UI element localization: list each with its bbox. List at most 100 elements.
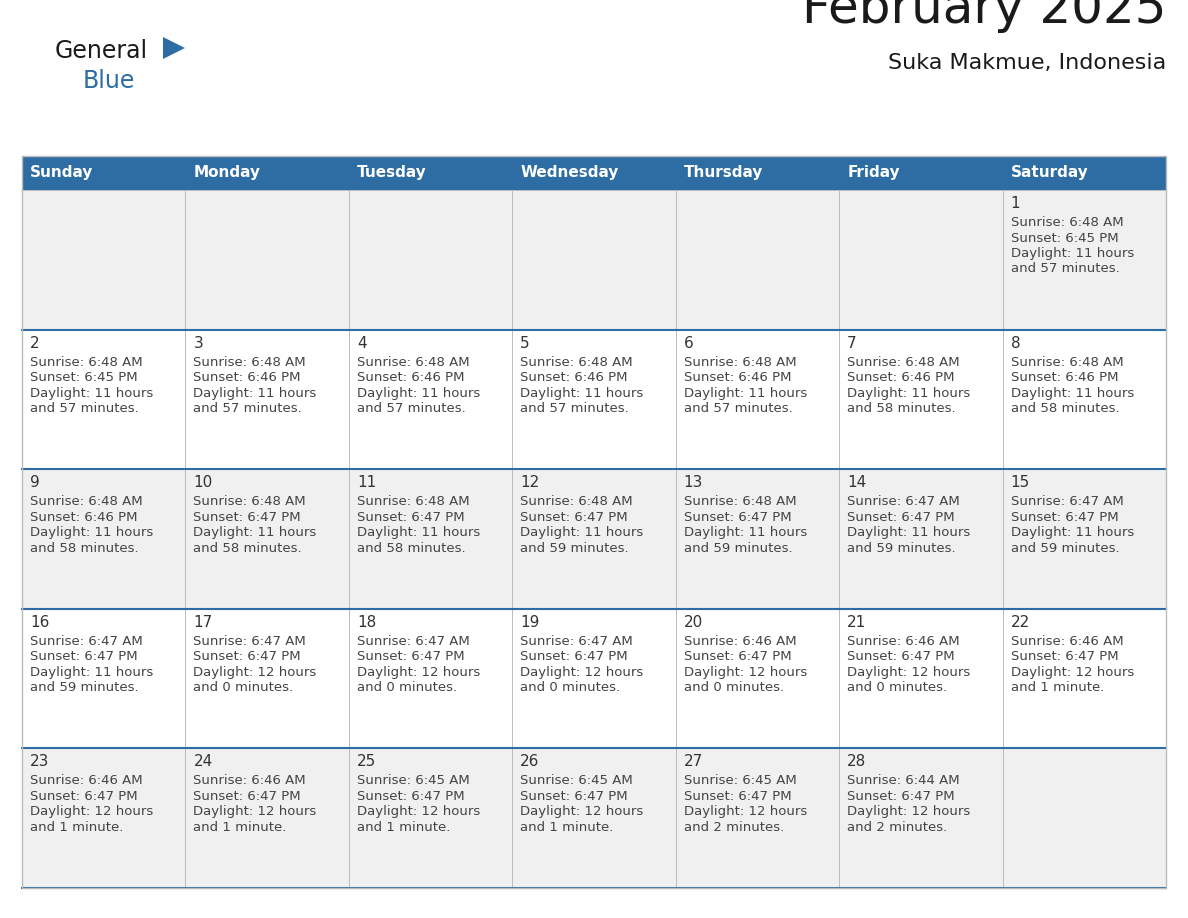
Text: and 59 minutes.: and 59 minutes. bbox=[1011, 542, 1119, 554]
Text: Daylight: 11 hours: Daylight: 11 hours bbox=[30, 386, 153, 399]
Text: and 57 minutes.: and 57 minutes. bbox=[194, 402, 302, 415]
Text: Sunrise: 6:47 AM: Sunrise: 6:47 AM bbox=[30, 635, 143, 648]
Text: and 1 minute.: and 1 minute. bbox=[520, 821, 614, 834]
Text: Daylight: 11 hours: Daylight: 11 hours bbox=[1011, 247, 1133, 260]
Polygon shape bbox=[163, 37, 185, 59]
Text: and 59 minutes.: and 59 minutes. bbox=[520, 542, 628, 554]
Text: Daylight: 12 hours: Daylight: 12 hours bbox=[356, 805, 480, 819]
Text: 6: 6 bbox=[684, 336, 694, 351]
Text: Sunset: 6:46 PM: Sunset: 6:46 PM bbox=[194, 371, 301, 384]
Text: Sunrise: 6:47 AM: Sunrise: 6:47 AM bbox=[356, 635, 469, 648]
Text: 3: 3 bbox=[194, 336, 203, 351]
Text: 11: 11 bbox=[356, 476, 377, 490]
Text: 15: 15 bbox=[1011, 476, 1030, 490]
Text: and 2 minutes.: and 2 minutes. bbox=[847, 821, 947, 834]
Bar bbox=[23, 469, 1165, 609]
Text: Daylight: 11 hours: Daylight: 11 hours bbox=[30, 526, 153, 539]
Text: Sunrise: 6:48 AM: Sunrise: 6:48 AM bbox=[194, 495, 307, 509]
Text: Daylight: 12 hours: Daylight: 12 hours bbox=[847, 666, 971, 678]
Text: and 1 minute.: and 1 minute. bbox=[30, 821, 124, 834]
Text: Sunrise: 6:48 AM: Sunrise: 6:48 AM bbox=[847, 355, 960, 369]
Text: Sunrise: 6:45 AM: Sunrise: 6:45 AM bbox=[356, 775, 469, 788]
Text: Monday: Monday bbox=[194, 165, 260, 181]
Text: 16: 16 bbox=[30, 615, 50, 630]
Text: and 1 minute.: and 1 minute. bbox=[1011, 681, 1104, 694]
Text: 22: 22 bbox=[1011, 615, 1030, 630]
Text: 24: 24 bbox=[194, 755, 213, 769]
Text: 26: 26 bbox=[520, 755, 539, 769]
Text: Daylight: 11 hours: Daylight: 11 hours bbox=[684, 526, 807, 539]
Text: Sunset: 6:46 PM: Sunset: 6:46 PM bbox=[684, 371, 791, 384]
Text: Sunrise: 6:48 AM: Sunrise: 6:48 AM bbox=[1011, 355, 1123, 369]
Text: Sunset: 6:47 PM: Sunset: 6:47 PM bbox=[356, 789, 465, 803]
Text: Sunrise: 6:48 AM: Sunrise: 6:48 AM bbox=[30, 355, 143, 369]
Text: 27: 27 bbox=[684, 755, 703, 769]
Text: 23: 23 bbox=[30, 755, 50, 769]
Text: Daylight: 12 hours: Daylight: 12 hours bbox=[194, 805, 317, 819]
Bar bbox=[23, 156, 1165, 190]
Text: and 57 minutes.: and 57 minutes. bbox=[520, 402, 628, 415]
Text: 2: 2 bbox=[30, 336, 39, 351]
Text: Sunset: 6:45 PM: Sunset: 6:45 PM bbox=[30, 371, 138, 384]
Text: Sunset: 6:47 PM: Sunset: 6:47 PM bbox=[684, 650, 791, 664]
Text: and 0 minutes.: and 0 minutes. bbox=[520, 681, 620, 694]
Text: Sunrise: 6:45 AM: Sunrise: 6:45 AM bbox=[520, 775, 633, 788]
Text: and 1 minute.: and 1 minute. bbox=[194, 821, 286, 834]
Text: and 57 minutes.: and 57 minutes. bbox=[1011, 263, 1119, 275]
Text: Sunset: 6:47 PM: Sunset: 6:47 PM bbox=[684, 789, 791, 803]
Text: 4: 4 bbox=[356, 336, 366, 351]
Bar bbox=[23, 156, 1165, 888]
Text: Daylight: 12 hours: Daylight: 12 hours bbox=[684, 666, 807, 678]
Text: Sunrise: 6:45 AM: Sunrise: 6:45 AM bbox=[684, 775, 796, 788]
Text: Daylight: 12 hours: Daylight: 12 hours bbox=[30, 805, 153, 819]
Text: Daylight: 11 hours: Daylight: 11 hours bbox=[194, 526, 317, 539]
Text: February 2025: February 2025 bbox=[802, 0, 1165, 33]
Text: Sunset: 6:46 PM: Sunset: 6:46 PM bbox=[356, 371, 465, 384]
Text: General: General bbox=[55, 39, 148, 63]
Text: Sunrise: 6:48 AM: Sunrise: 6:48 AM bbox=[194, 355, 307, 369]
Text: Sunrise: 6:48 AM: Sunrise: 6:48 AM bbox=[520, 495, 633, 509]
Text: Tuesday: Tuesday bbox=[356, 165, 426, 181]
Text: Sunset: 6:45 PM: Sunset: 6:45 PM bbox=[1011, 231, 1118, 244]
Text: Sunset: 6:46 PM: Sunset: 6:46 PM bbox=[1011, 371, 1118, 384]
Text: Sunset: 6:47 PM: Sunset: 6:47 PM bbox=[356, 650, 465, 664]
Text: 25: 25 bbox=[356, 755, 377, 769]
Text: 7: 7 bbox=[847, 336, 857, 351]
Text: and 0 minutes.: and 0 minutes. bbox=[684, 681, 784, 694]
Text: Sunrise: 6:48 AM: Sunrise: 6:48 AM bbox=[684, 495, 796, 509]
Text: Daylight: 11 hours: Daylight: 11 hours bbox=[30, 666, 153, 678]
Text: and 2 minutes.: and 2 minutes. bbox=[684, 821, 784, 834]
Text: Sunset: 6:47 PM: Sunset: 6:47 PM bbox=[847, 789, 955, 803]
Text: Sunrise: 6:47 AM: Sunrise: 6:47 AM bbox=[520, 635, 633, 648]
Text: and 57 minutes.: and 57 minutes. bbox=[30, 402, 139, 415]
Text: and 0 minutes.: and 0 minutes. bbox=[847, 681, 947, 694]
Text: Daylight: 12 hours: Daylight: 12 hours bbox=[847, 805, 971, 819]
Text: 13: 13 bbox=[684, 476, 703, 490]
Text: Sunset: 6:47 PM: Sunset: 6:47 PM bbox=[1011, 510, 1118, 523]
Text: Wednesday: Wednesday bbox=[520, 165, 619, 181]
Text: Daylight: 11 hours: Daylight: 11 hours bbox=[356, 386, 480, 399]
Text: Sunrise: 6:46 AM: Sunrise: 6:46 AM bbox=[847, 635, 960, 648]
Text: and 58 minutes.: and 58 minutes. bbox=[30, 542, 139, 554]
Text: Sunrise: 6:47 AM: Sunrise: 6:47 AM bbox=[1011, 495, 1124, 509]
Text: Daylight: 11 hours: Daylight: 11 hours bbox=[1011, 526, 1133, 539]
Text: Daylight: 12 hours: Daylight: 12 hours bbox=[1011, 666, 1133, 678]
Text: Daylight: 12 hours: Daylight: 12 hours bbox=[684, 805, 807, 819]
Text: Daylight: 11 hours: Daylight: 11 hours bbox=[847, 526, 971, 539]
Text: and 58 minutes.: and 58 minutes. bbox=[1011, 402, 1119, 415]
Text: Daylight: 11 hours: Daylight: 11 hours bbox=[520, 386, 644, 399]
Text: 10: 10 bbox=[194, 476, 213, 490]
Bar bbox=[23, 330, 1165, 469]
Text: 5: 5 bbox=[520, 336, 530, 351]
Text: Sunset: 6:46 PM: Sunset: 6:46 PM bbox=[30, 510, 138, 523]
Text: Thursday: Thursday bbox=[684, 165, 763, 181]
Text: Daylight: 11 hours: Daylight: 11 hours bbox=[1011, 386, 1133, 399]
Text: and 59 minutes.: and 59 minutes. bbox=[30, 681, 139, 694]
Text: Sunset: 6:47 PM: Sunset: 6:47 PM bbox=[684, 510, 791, 523]
Text: Daylight: 12 hours: Daylight: 12 hours bbox=[194, 666, 317, 678]
Text: 21: 21 bbox=[847, 615, 866, 630]
Text: Sunrise: 6:48 AM: Sunrise: 6:48 AM bbox=[1011, 216, 1123, 229]
Text: 18: 18 bbox=[356, 615, 377, 630]
Text: Daylight: 12 hours: Daylight: 12 hours bbox=[520, 666, 644, 678]
Text: 8: 8 bbox=[1011, 336, 1020, 351]
